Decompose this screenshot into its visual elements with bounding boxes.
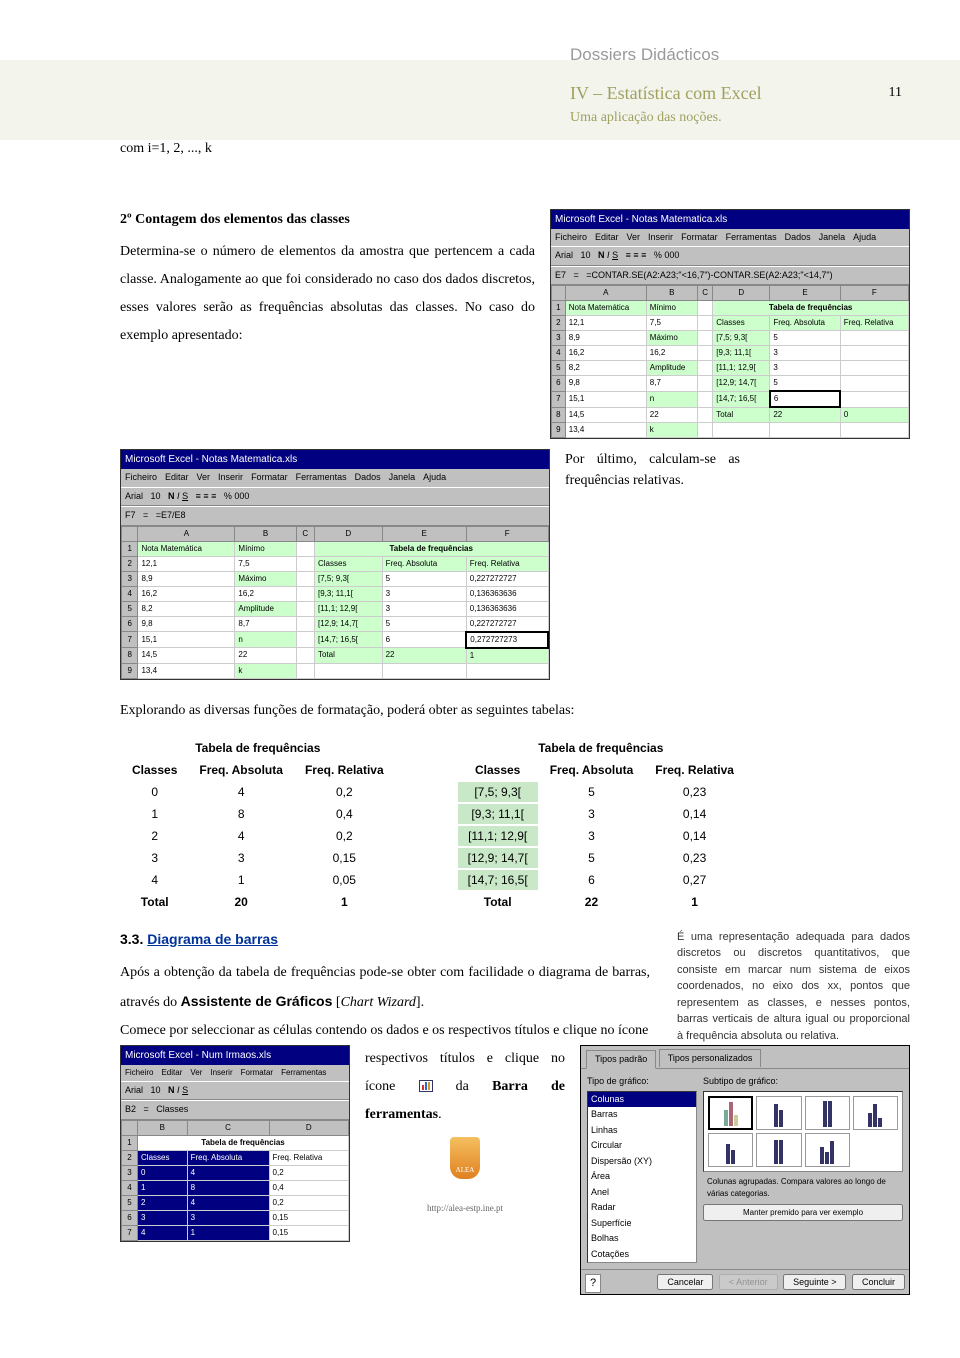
- wizard-tab-custom[interactable]: Tipos personalizados: [659, 1049, 762, 1068]
- chart-type-radar[interactable]: Radar: [588, 1200, 696, 1216]
- excel-menu-1: FicheiroEditarVerInserirFormatarFerramen…: [551, 229, 909, 247]
- chart-subtype-grid[interactable]: [703, 1091, 903, 1172]
- footer-url: http://alea-estp.ine.pt: [365, 1199, 565, 1217]
- excel-grid-1: ABCDEF 1Nota MatemáticaMínimoTabela de f…: [551, 285, 909, 438]
- wizard-preview-button[interactable]: Manter premido para ver exemplo: [703, 1204, 903, 1221]
- alea-logo: ALEA: [450, 1137, 480, 1179]
- subtype-7[interactable]: [805, 1133, 850, 1167]
- freq-table-left: Tabela de frequências ClassesFreq. Absol…: [120, 736, 396, 914]
- wizard-cancel-button[interactable]: Cancelar: [657, 1274, 713, 1290]
- subtype-2[interactable]: [756, 1096, 801, 1130]
- section-33-link[interactable]: Diagrama de barras: [147, 931, 278, 947]
- chart-type-stock[interactable]: Cotações: [588, 1247, 696, 1263]
- section-2-title: 2º Contagem dos elementos das classes: [120, 209, 535, 230]
- wizard-help-icon[interactable]: ?: [585, 1274, 601, 1293]
- excel-title-1: Microsoft Excel - Notas Matematica.xls: [551, 210, 909, 229]
- wizard-next-button[interactable]: Seguinte >: [783, 1274, 846, 1290]
- chart-type-pie[interactable]: Circular: [588, 1138, 696, 1154]
- para5a: Comece por seleccionar as células conten…: [120, 1023, 648, 1038]
- excel-grid-3: BCD 1Tabela de frequências 2ClassesFreq.…: [121, 1120, 349, 1241]
- chart-type-lines[interactable]: Linhas: [588, 1123, 696, 1139]
- excel-screenshot-3: Microsoft Excel - Num Irmaos.xls Ficheir…: [120, 1045, 350, 1242]
- excel-menu-2: FicheiroEditarVerInserirFormatarFerramen…: [121, 469, 549, 487]
- chart-wizard-icon[interactable]: [419, 1080, 433, 1092]
- chart-type-list[interactable]: Colunas Barras Linhas Circular Dispersão…: [587, 1091, 697, 1264]
- wizard-back-button: < Anterior: [719, 1274, 778, 1290]
- doc-title: IV – Estatística com Excel: [570, 80, 910, 107]
- wizard-label-type: Tipo de gráfico:: [587, 1075, 697, 1089]
- chart-type-surface[interactable]: Superfície: [588, 1216, 696, 1232]
- section-33-num: 3.3.: [120, 931, 147, 947]
- wizard-finish-button[interactable]: Concluir: [852, 1274, 905, 1290]
- excel-menu-3: FicheiroEditarVerInserirFormatarFerramen…: [121, 1065, 349, 1081]
- subtype-3[interactable]: [805, 1096, 850, 1130]
- paragraph-1: Determina-se o número de elementos da am…: [120, 238, 535, 350]
- intro-line: com i=1, 2, ..., k: [120, 141, 212, 156]
- chart-type-donut[interactable]: Anel: [588, 1185, 696, 1201]
- chart-wizard-dialog: Tipos padrão Tipos personalizados Tipo d…: [580, 1045, 910, 1296]
- excel-grid-2: ABCDEF 1Nota MatemáticaMínimoTabela de f…: [121, 526, 549, 679]
- excel-title-2: Microsoft Excel - Notas Matematica.xls: [121, 450, 549, 469]
- subtype-6[interactable]: [756, 1133, 801, 1167]
- wizard-label-subtype: Subtipo de gráfico:: [703, 1075, 903, 1089]
- chart-type-bubble[interactable]: Bolhas: [588, 1231, 696, 1247]
- para4b: Assistente de Gráficos: [181, 993, 333, 1009]
- chart-type-columns[interactable]: Colunas: [588, 1092, 696, 1108]
- excel-title-3: Microsoft Excel - Num Irmaos.xls: [121, 1046, 349, 1065]
- chart-type-scatter[interactable]: Dispersão (XY): [588, 1154, 696, 1170]
- subtype-5[interactable]: [708, 1133, 753, 1167]
- subtype-1[interactable]: [708, 1096, 753, 1130]
- paragraph-3: Explorando as diversas funções de format…: [120, 700, 910, 721]
- subtype-4[interactable]: [853, 1096, 898, 1130]
- wizard-tab-standard[interactable]: Tipos padrão: [586, 1050, 656, 1070]
- paragraph-2: Por último, calculam-se as frequências r…: [550, 449, 740, 491]
- dossiers-label: Dossiers Didácticos: [570, 42, 910, 68]
- wizard-description: Colunas agrupadas. Compara valores ao lo…: [703, 1172, 903, 1204]
- para4d: Chart Wizard: [341, 995, 416, 1010]
- sidebar-definition: É uma representação adequada para dados …: [665, 929, 910, 1045]
- excel-screenshot-2: Microsoft Excel - Notas Matematica.xls F…: [120, 449, 550, 680]
- chart-type-area[interactable]: Área: [588, 1169, 696, 1185]
- freq-table-right: Tabela de frequências ClassesFreq. Absol…: [456, 736, 746, 914]
- doc-subtitle: Uma aplicação das noções.: [570, 107, 910, 128]
- excel-screenshot-1: Microsoft Excel - Notas Matematica.xls F…: [550, 209, 910, 440]
- chart-type-bars[interactable]: Barras: [588, 1107, 696, 1123]
